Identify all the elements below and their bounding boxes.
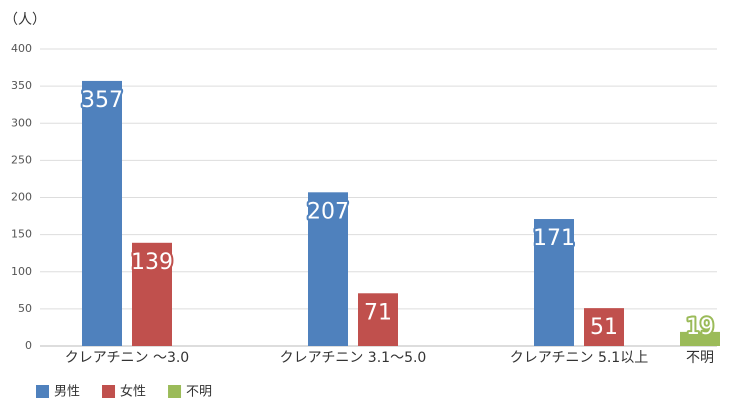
legend-label: 不明 — [186, 385, 212, 400]
bar — [534, 219, 574, 346]
x-tick-label: クレアチニン 3.1～5.0 — [280, 350, 427, 366]
y-tick-label: 50 — [18, 302, 32, 315]
y-tick-label: 0 — [25, 339, 32, 352]
value-label: 207 — [307, 199, 349, 224]
legend-swatch — [102, 385, 116, 398]
y-tick-label: 200 — [11, 191, 32, 204]
legend-label: 男性 — [54, 385, 80, 400]
legend-label: 女性 — [120, 384, 146, 400]
y-tick-label: 300 — [11, 116, 32, 129]
x-tick-label: クレアチニン ～3.0 — [65, 350, 189, 366]
value-label: 71 — [364, 300, 392, 325]
y-tick-label: 150 — [11, 228, 32, 241]
legend-swatch — [168, 385, 182, 398]
y-tick-label: 350 — [11, 79, 32, 92]
x-tick-label: クレアチニン 5.1以上 — [510, 350, 648, 366]
value-label: 171 — [533, 226, 575, 251]
value-label: 357 — [81, 88, 123, 113]
value-label: 19 — [686, 315, 714, 340]
value-label: 51 — [590, 315, 618, 340]
value-label: 139 — [131, 250, 173, 275]
y-tick-label: 250 — [11, 153, 32, 166]
y-tick-label: 400 — [11, 42, 32, 55]
bar — [680, 331, 720, 346]
bar — [132, 242, 172, 346]
legend-swatch — [36, 385, 49, 398]
y-axis-label: （人） — [4, 12, 46, 28]
bar — [308, 192, 348, 346]
y-tick-label: 100 — [11, 265, 32, 278]
bar — [82, 80, 122, 347]
bar — [358, 293, 398, 346]
bar — [584, 308, 624, 346]
x-tick-label: 不明 — [686, 350, 714, 366]
